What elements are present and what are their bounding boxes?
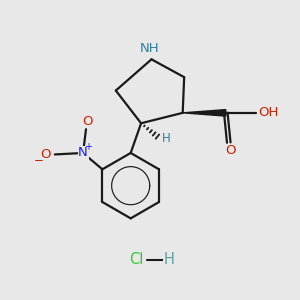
Text: OH: OH	[258, 106, 278, 119]
Text: O: O	[225, 144, 236, 158]
Text: NH: NH	[140, 42, 160, 55]
Text: N: N	[78, 146, 88, 160]
Text: Cl: Cl	[129, 253, 144, 268]
Text: O: O	[82, 115, 93, 128]
Text: +: +	[84, 142, 92, 152]
Text: H: H	[164, 253, 175, 268]
Text: −: −	[34, 154, 44, 167]
Text: H: H	[161, 132, 170, 145]
Text: O: O	[40, 148, 51, 161]
Polygon shape	[183, 110, 226, 116]
